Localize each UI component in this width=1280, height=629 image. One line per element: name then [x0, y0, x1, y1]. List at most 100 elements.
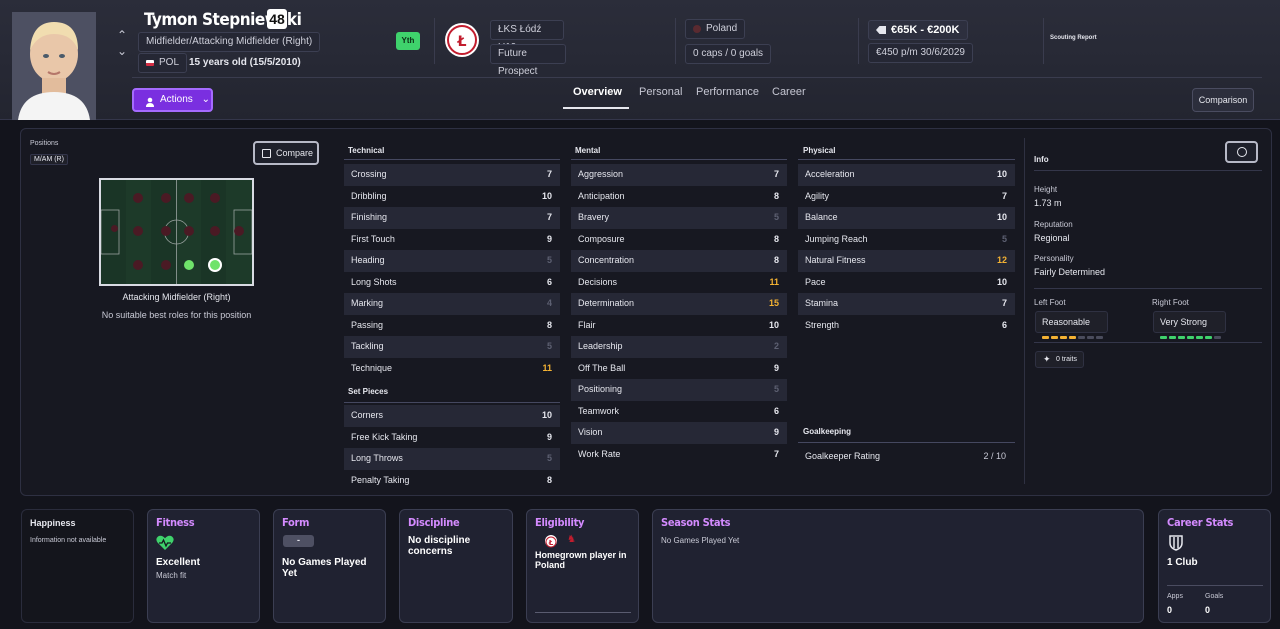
attribute-row[interactable]: Positioning 5 [571, 379, 787, 401]
attribute-row[interactable]: Crossing 7 [344, 164, 560, 186]
international-caps: 0 caps / 0 goals [685, 44, 772, 64]
attribute-row[interactable]: Passing 8 [344, 315, 560, 337]
attribute-row[interactable]: Determination 15 [571, 293, 787, 315]
attribute-row[interactable]: Concentration 8 [571, 250, 787, 272]
attribute-row[interactable]: First Touch 9 [344, 229, 560, 251]
attribute-name: Stamina [805, 298, 839, 308]
player-name: Tymon Stepniewski [144, 10, 302, 30]
contract-info: €450 p/m 30/6/2029 [868, 43, 973, 63]
transfer-value: €65K - €200K [868, 20, 968, 40]
apps-value: 0 [1167, 605, 1173, 615]
divider [1034, 288, 1262, 289]
attribute-name: Acceleration [805, 169, 855, 179]
attribute-row[interactable]: Strength 6 [798, 315, 1015, 337]
attribute-row[interactable]: Balance 10 [798, 207, 1015, 229]
attribute-row[interactable]: Bravery 5 [571, 207, 787, 229]
comparison-button[interactable]: Comparison [1192, 88, 1254, 112]
compare-button[interactable]: Compare [253, 141, 319, 165]
info-options-button[interactable] [1225, 141, 1258, 163]
actions-button[interactable]: Actions ⌄ [132, 88, 213, 112]
club-name[interactable]: ŁKS Łódź U19s [490, 20, 564, 53]
attribute-row[interactable]: Agility 7 [798, 186, 1015, 208]
foot-rating-segment [1078, 336, 1085, 339]
nation-link[interactable]: Poland [685, 19, 746, 39]
attribute-row[interactable]: Dribbling 10 [344, 186, 560, 208]
tab-personal[interactable]: Personal [639, 86, 683, 98]
happiness-card[interactable]: Happiness Information not available [21, 509, 134, 623]
attribute-row[interactable]: Corners 10 [344, 405, 560, 427]
attribute-row[interactable]: Off The Ball 9 [571, 358, 787, 380]
attribute-row[interactable]: Jumping Reach 5 [798, 229, 1015, 251]
attribute-value: 10 [541, 190, 552, 201]
nation-emblem-icon: ♞ [567, 534, 576, 545]
foot-rating-segment [1169, 336, 1176, 339]
attribute-value: 10 [996, 169, 1007, 179]
attribute-value: 10 [996, 276, 1007, 287]
divider [858, 18, 859, 64]
attribute-row[interactable]: Penalty Taking 8 [344, 470, 560, 492]
goalkeeper-rating-value: 2 / 10 [983, 451, 1006, 461]
best-roles-note: No suitable best roles for this position [101, 310, 252, 320]
attribute-row[interactable]: Anticipation 8 [571, 186, 787, 208]
attribute-value: 15 [768, 298, 779, 308]
form-value: No Games Played Yet [282, 557, 367, 579]
next-player-arrow[interactable]: ⌄ [116, 44, 128, 58]
scouting-report-link[interactable]: Scouting Report [1050, 35, 1097, 41]
club-crest-icon[interactable]: Ł [445, 23, 479, 57]
divider [798, 159, 1015, 160]
divider [798, 442, 1015, 443]
discipline-card[interactable]: Discipline No discipline concerns [399, 509, 513, 623]
physical-title: Physical [803, 146, 836, 155]
tab-career[interactable]: Career [772, 86, 806, 98]
eligibility-card[interactable]: Eligibility Ł ♞ Homegrown player in Pola… [526, 509, 639, 623]
attribute-row[interactable]: Free Kick Taking 9 [344, 427, 560, 449]
career-stats-card[interactable]: Career Stats 1 Club Apps 0 Goals 0 [1158, 509, 1271, 623]
attribute-row[interactable]: Pace 10 [798, 272, 1015, 294]
position-dot [161, 260, 171, 270]
form-badge: - [283, 535, 314, 547]
nation-code: POL [159, 57, 180, 68]
attribute-row[interactable]: Long Shots 6 [344, 272, 560, 294]
reputation-value: Regional [1034, 233, 1070, 243]
position-dot-accomplished [184, 260, 194, 270]
attribute-row[interactable]: Vision 9 [571, 422, 787, 444]
attribute-name: First Touch [351, 233, 395, 244]
attribute-row[interactable]: Natural Fitness 12 [798, 250, 1015, 272]
attribute-name: Anticipation [578, 190, 625, 201]
attribute-row[interactable]: Tackling 5 [344, 336, 560, 358]
fitness-card[interactable]: Fitness Excellent Match fit [147, 509, 260, 623]
attribute-row[interactable]: Heading 5 [344, 250, 560, 272]
current-ability-badge: 48 [267, 9, 287, 29]
season-stats-card[interactable]: Season Stats No Games Played Yet [652, 509, 1144, 623]
eligibility-value: Homegrown player in Poland [535, 550, 627, 570]
attribute-row[interactable]: Aggression 7 [571, 164, 787, 186]
attribute-row[interactable]: Teamwork 6 [571, 401, 787, 423]
attribute-row[interactable]: Decisions 11 [571, 272, 787, 294]
attribute-row[interactable]: Technique 11 [344, 358, 560, 380]
wage: €450 p/m [876, 47, 918, 58]
left-foot-value: Reasonable [1042, 317, 1091, 327]
attribute-name: Pace [805, 276, 826, 287]
tab-performance[interactable]: Performance [696, 86, 759, 98]
attribute-row[interactable]: Leadership 2 [571, 336, 787, 358]
form-card[interactable]: Form - No Games Played Yet [273, 509, 386, 623]
attribute-row[interactable]: Stamina 7 [798, 293, 1015, 315]
attribute-row[interactable]: Marking 4 [344, 293, 560, 315]
previous-player-arrow[interactable]: ⌃ [116, 28, 128, 42]
position-dot [161, 226, 171, 236]
attribute-row[interactable]: Composure 8 [571, 229, 787, 251]
discipline-title: Discipline [408, 516, 460, 529]
attribute-row[interactable]: Long Throws 5 [344, 448, 560, 470]
attribute-row[interactable]: Finishing 7 [344, 207, 560, 229]
divider [1024, 138, 1025, 484]
player-age: 15 years old (15/5/2010) [189, 57, 301, 68]
attribute-name: Bravery [578, 212, 610, 222]
traits-button[interactable]: ✦ 0 traits [1035, 351, 1085, 368]
attribute-name: Passing [351, 319, 384, 330]
attribute-row[interactable]: Flair 10 [571, 315, 787, 337]
attribute-row[interactable]: Work Rate 7 [571, 444, 787, 466]
tab-overview[interactable]: Overview [573, 86, 622, 98]
attribute-row[interactable]: Acceleration 10 [798, 164, 1015, 186]
attribute-name: Heading [351, 255, 385, 265]
attribute-value: 6 [1001, 319, 1007, 330]
